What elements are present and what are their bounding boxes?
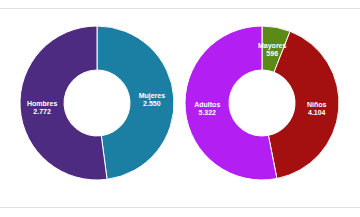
donut-slice xyxy=(20,26,107,180)
donut-chart xyxy=(20,26,174,180)
donut-chart xyxy=(185,26,339,180)
data-labels: Mujeres2.550 Hombres2.772 xyxy=(27,92,165,114)
label-category: Hombres xyxy=(27,100,57,107)
chart-canvas: Mujeres2.550 Hombres2.772 Mayores596 Niños4… xyxy=(0,0,360,217)
label-value: 2.772 xyxy=(33,108,51,115)
label-value: 5.322 xyxy=(198,109,216,116)
data-label: Hombres2.772 xyxy=(27,100,57,115)
label-value: 596 xyxy=(266,50,278,57)
data-label: Adultos5.322 xyxy=(194,101,220,116)
donut-slice xyxy=(185,26,277,180)
label-category: Adultos xyxy=(194,101,220,108)
frame-top xyxy=(0,8,360,9)
label-category: Mujeres xyxy=(139,92,166,100)
label-category: Mayores xyxy=(258,42,287,50)
donut-slice xyxy=(97,26,174,179)
label-category: Niños xyxy=(307,101,327,108)
label-value: 4.104 xyxy=(308,109,326,116)
frame-bottom xyxy=(0,207,360,208)
data-label: Mayores596 xyxy=(258,42,287,57)
data-label: Niños4.104 xyxy=(307,101,327,116)
data-label: Mujeres2.550 xyxy=(139,92,166,107)
donut-slice xyxy=(268,31,339,178)
data-labels: Mayores596 Niños4.104 Adultos5.322 xyxy=(194,42,326,116)
label-value: 2.550 xyxy=(143,100,161,107)
